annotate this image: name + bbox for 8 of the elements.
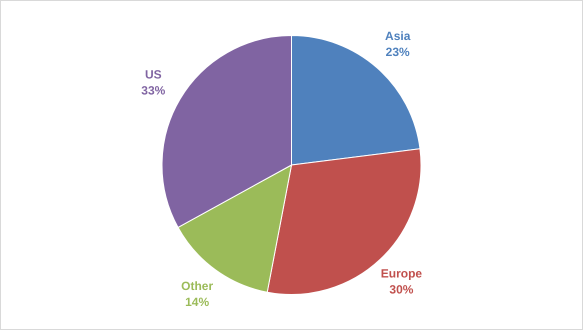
slice-label: US <box>144 68 162 82</box>
slice-label: Europe <box>380 266 422 280</box>
data-label: 23% <box>386 44 410 59</box>
data-label: 33% <box>141 84 166 98</box>
slice-label: Asia <box>385 28 411 43</box>
data-label: 14% <box>185 295 210 310</box>
slice-label: Other <box>181 279 214 294</box>
data-label: 30% <box>389 282 414 296</box>
